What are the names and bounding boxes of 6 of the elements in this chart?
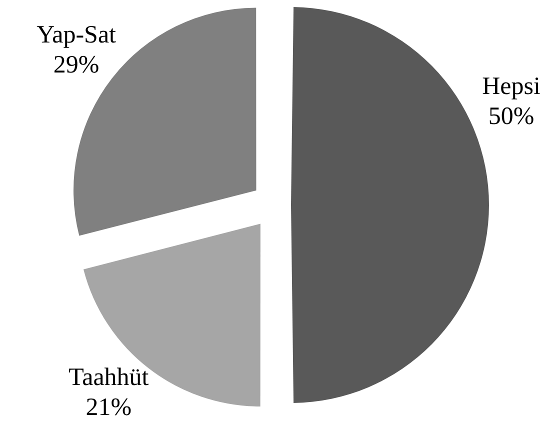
data-label: 50% bbox=[488, 102, 534, 130]
data-label: 29% bbox=[53, 51, 100, 78]
slice-label: Hepsi bbox=[482, 72, 540, 100]
slice-label: Yap-Sat bbox=[36, 21, 116, 48]
data-label: 21% bbox=[86, 394, 132, 422]
slice-label: Taahhüt bbox=[68, 364, 149, 392]
